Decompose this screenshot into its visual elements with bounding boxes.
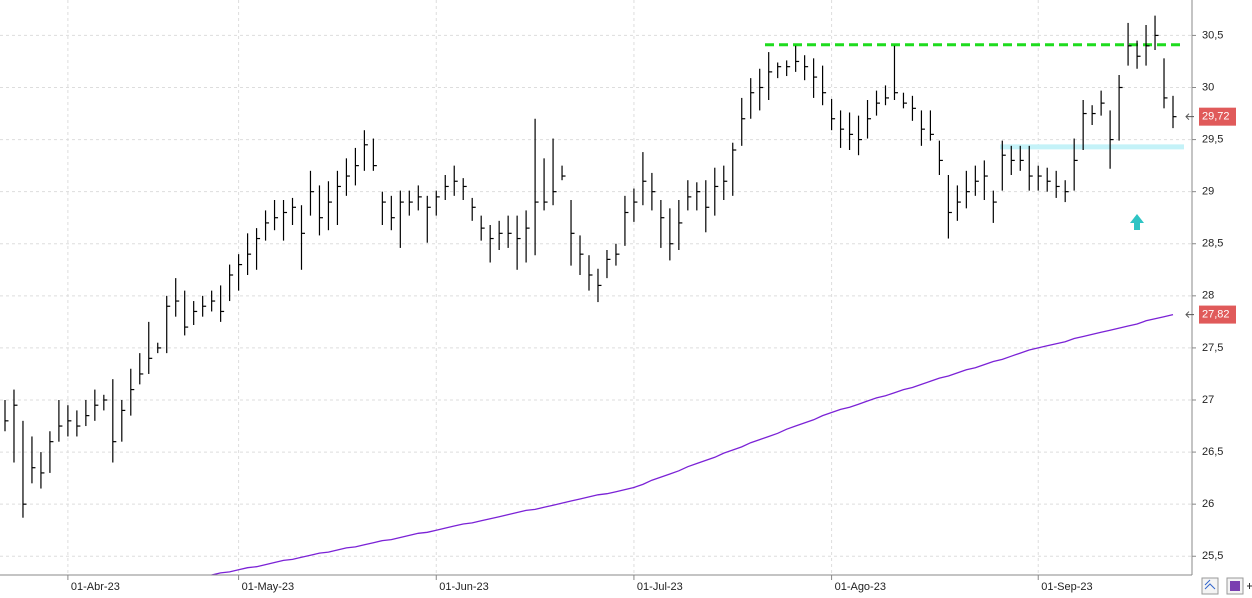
- y-tick-label: 27,5: [1202, 342, 1223, 354]
- grid: [0, 0, 1192, 575]
- x-tick-label: 01-Jun-23: [439, 581, 489, 593]
- price-pointer: [1185, 113, 1194, 121]
- y-tick-label: 30: [1202, 81, 1214, 93]
- price-label: 27,82: [1202, 308, 1230, 320]
- y-tick-label: 30,5: [1202, 29, 1223, 41]
- signal-arrow: [1130, 214, 1144, 230]
- price-pointer: [1185, 311, 1194, 318]
- zoom-icon: [1204, 579, 1216, 590]
- moving-average: [211, 313, 1174, 576]
- y-tick-label: 28,5: [1202, 238, 1223, 250]
- zoom-button[interactable]: [1201, 577, 1219, 595]
- save-icon: [1230, 581, 1240, 591]
- more-icon: [1247, 583, 1252, 589]
- price-label-box: [1199, 305, 1236, 324]
- y-tick-label: 26,5: [1202, 446, 1223, 458]
- x-tick-label: 01-Sep-23: [1041, 581, 1092, 593]
- y-tick-label: 27: [1202, 394, 1214, 406]
- y-tick-label: 26: [1202, 498, 1214, 510]
- x-tick-label: 01-Jul-23: [637, 581, 683, 593]
- x-tick-label: 01-Abr-23: [71, 581, 120, 593]
- x-tick-label: 01-Ago-23: [835, 581, 886, 593]
- price-label: 29,72: [1202, 111, 1230, 123]
- y-tick-label: 28: [1202, 290, 1214, 302]
- y-tick-label: 29: [1202, 186, 1214, 198]
- plot: [4, 15, 1184, 576]
- price-label-box: [1199, 107, 1236, 126]
- y-tick-label: 25,5: [1202, 550, 1223, 562]
- x-tick-label: 01-May-23: [242, 581, 295, 593]
- y-tick-label: 29,5: [1202, 133, 1223, 145]
